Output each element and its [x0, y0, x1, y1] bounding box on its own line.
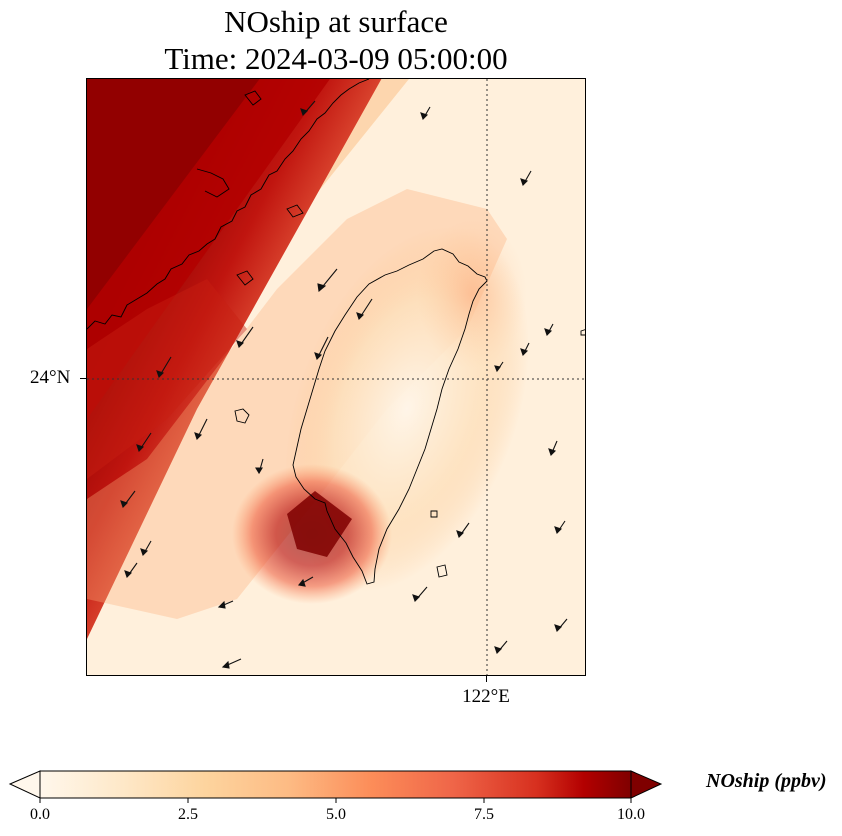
colorbar-tick-label: 0.0	[30, 806, 50, 823]
island-penghu	[234, 408, 250, 424]
wind-arrow	[194, 418, 208, 441]
wind-arrow	[255, 458, 264, 475]
wind-arrow	[314, 336, 329, 361]
colorbar-tick-label: 5.0	[326, 806, 346, 823]
island-east	[436, 564, 448, 578]
colorbar-gradient	[39, 770, 632, 799]
wind-arrow	[140, 540, 152, 557]
colorbar-tick-label: 7.5	[474, 806, 494, 823]
wind-arrow	[412, 586, 428, 603]
colorbar-extend-max	[630, 770, 663, 799]
wind-arrow	[297, 576, 314, 587]
hotspot-south	[287, 491, 352, 557]
coastlines	[87, 79, 585, 585]
wind-arrow	[156, 356, 172, 379]
wind-arrow	[317, 268, 338, 293]
wind-arrow	[120, 490, 136, 509]
map-title-line2: Time: 2024-03-09 05:00:00	[164, 41, 508, 76]
map-panel	[86, 78, 586, 676]
wind-arrow	[356, 298, 373, 321]
taiwan-coastline	[292, 248, 488, 585]
wind-arrow	[217, 600, 234, 609]
latitude-label: 24°N	[30, 367, 71, 388]
wind-arrow	[221, 658, 242, 669]
island-nw-1	[244, 90, 262, 106]
wind-arrow	[124, 562, 138, 579]
latitude-tick	[80, 378, 86, 379]
wind-arrow	[494, 640, 508, 655]
wind-arrow	[554, 520, 566, 535]
wind-arrow	[520, 342, 530, 357]
map-title-line1: NOship at surface	[224, 4, 448, 39]
island-nw-2	[286, 204, 304, 218]
wind-arrow	[420, 106, 431, 121]
colorbar-label: NOship (ppbv)	[706, 770, 827, 792]
concentration-field	[87, 79, 585, 675]
island-green	[430, 510, 438, 518]
wind-arrow	[548, 440, 558, 457]
wind-arrow	[456, 522, 470, 539]
wind-arrow	[136, 432, 152, 453]
colorbar-tick-label: 10.0	[617, 806, 645, 823]
northeast-patch	[417, 219, 527, 369]
island-kinmen	[236, 270, 254, 286]
wind-arrow	[300, 100, 316, 117]
wind-arrow	[544, 323, 554, 337]
longitude-tick	[486, 676, 487, 682]
colorbar-extend-min	[8, 770, 41, 799]
wind-arrow	[494, 361, 504, 373]
wind-arrow	[554, 618, 568, 633]
colorbar	[8, 770, 663, 803]
longitude-label: 122°E	[462, 686, 510, 707]
wind-vectors	[120, 100, 568, 669]
mainland-coastline-2	[196, 168, 230, 198]
wind-arrow	[236, 326, 254, 349]
wind-arrow	[520, 170, 532, 187]
mainland-coastline	[87, 79, 370, 330]
island-ryukyu	[580, 329, 585, 336]
colorbar-tick-label: 2.5	[178, 806, 198, 823]
plume-core-inner	[87, 79, 260, 309]
